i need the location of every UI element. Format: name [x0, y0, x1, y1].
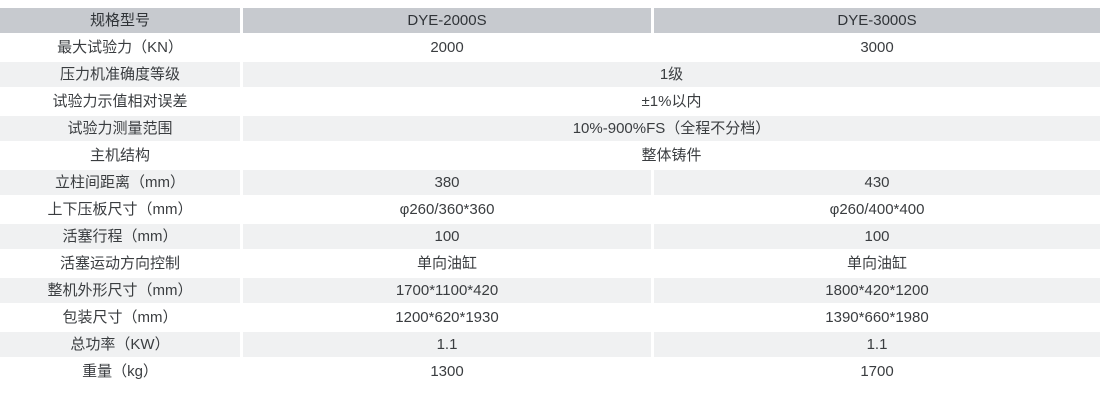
value-cell: 1700 — [654, 359, 1100, 384]
row-label: 最大试验力（KN） — [0, 35, 240, 60]
row-label: 试验力示值相对误差 — [0, 89, 240, 114]
row-label: 总功率（KW） — [0, 332, 240, 357]
value-cell: 380 — [243, 170, 651, 195]
value-cell: 100 — [243, 224, 651, 249]
row-label: 整机外形尺寸（mm） — [0, 278, 240, 303]
value-cell: 2000 — [243, 35, 651, 60]
value-cell: 单向油缸 — [243, 251, 651, 276]
header-cell-dye-3000s: DYE-3000S — [654, 8, 1100, 33]
row-label: 压力机准确度等级 — [0, 62, 240, 87]
value-cell: 1200*620*1930 — [243, 305, 651, 330]
row-label: 活塞运动方向控制 — [0, 251, 240, 276]
value-cell: 1800*420*1200 — [654, 278, 1100, 303]
header-cell-dye-2000s: DYE-2000S — [243, 8, 651, 33]
row-label: 重量（kg） — [0, 359, 240, 384]
row-label: 试验力测量范围 — [0, 116, 240, 141]
value-cell-merged: 1级 — [243, 62, 1100, 87]
spec-table: 规格型号 DYE-2000S DYE-3000S 最大试验力（KN） 2000 … — [0, 8, 1100, 384]
value-cell: φ260/360*360 — [243, 197, 651, 222]
row-label: 活塞行程（mm） — [0, 224, 240, 249]
value-cell-merged: ±1%以内 — [243, 89, 1100, 114]
value-cell-merged: 10%-900%FS（全程不分档） — [243, 116, 1100, 141]
value-cell: 1700*1100*420 — [243, 278, 651, 303]
value-cell: 1.1 — [243, 332, 651, 357]
row-label: 立柱间距离（mm） — [0, 170, 240, 195]
row-label: 包装尺寸（mm） — [0, 305, 240, 330]
value-cell: 100 — [654, 224, 1100, 249]
value-cell: 430 — [654, 170, 1100, 195]
value-cell: 1390*660*1980 — [654, 305, 1100, 330]
value-cell: 单向油缸 — [654, 251, 1100, 276]
value-cell: 1.1 — [654, 332, 1100, 357]
value-cell: φ260/400*400 — [654, 197, 1100, 222]
value-cell-merged: 整体铸件 — [243, 143, 1100, 168]
row-label: 上下压板尺寸（mm） — [0, 197, 240, 222]
value-cell: 1300 — [243, 359, 651, 384]
header-cell-spec-model: 规格型号 — [0, 8, 240, 33]
row-label: 主机结构 — [0, 143, 240, 168]
value-cell: 3000 — [654, 35, 1100, 60]
